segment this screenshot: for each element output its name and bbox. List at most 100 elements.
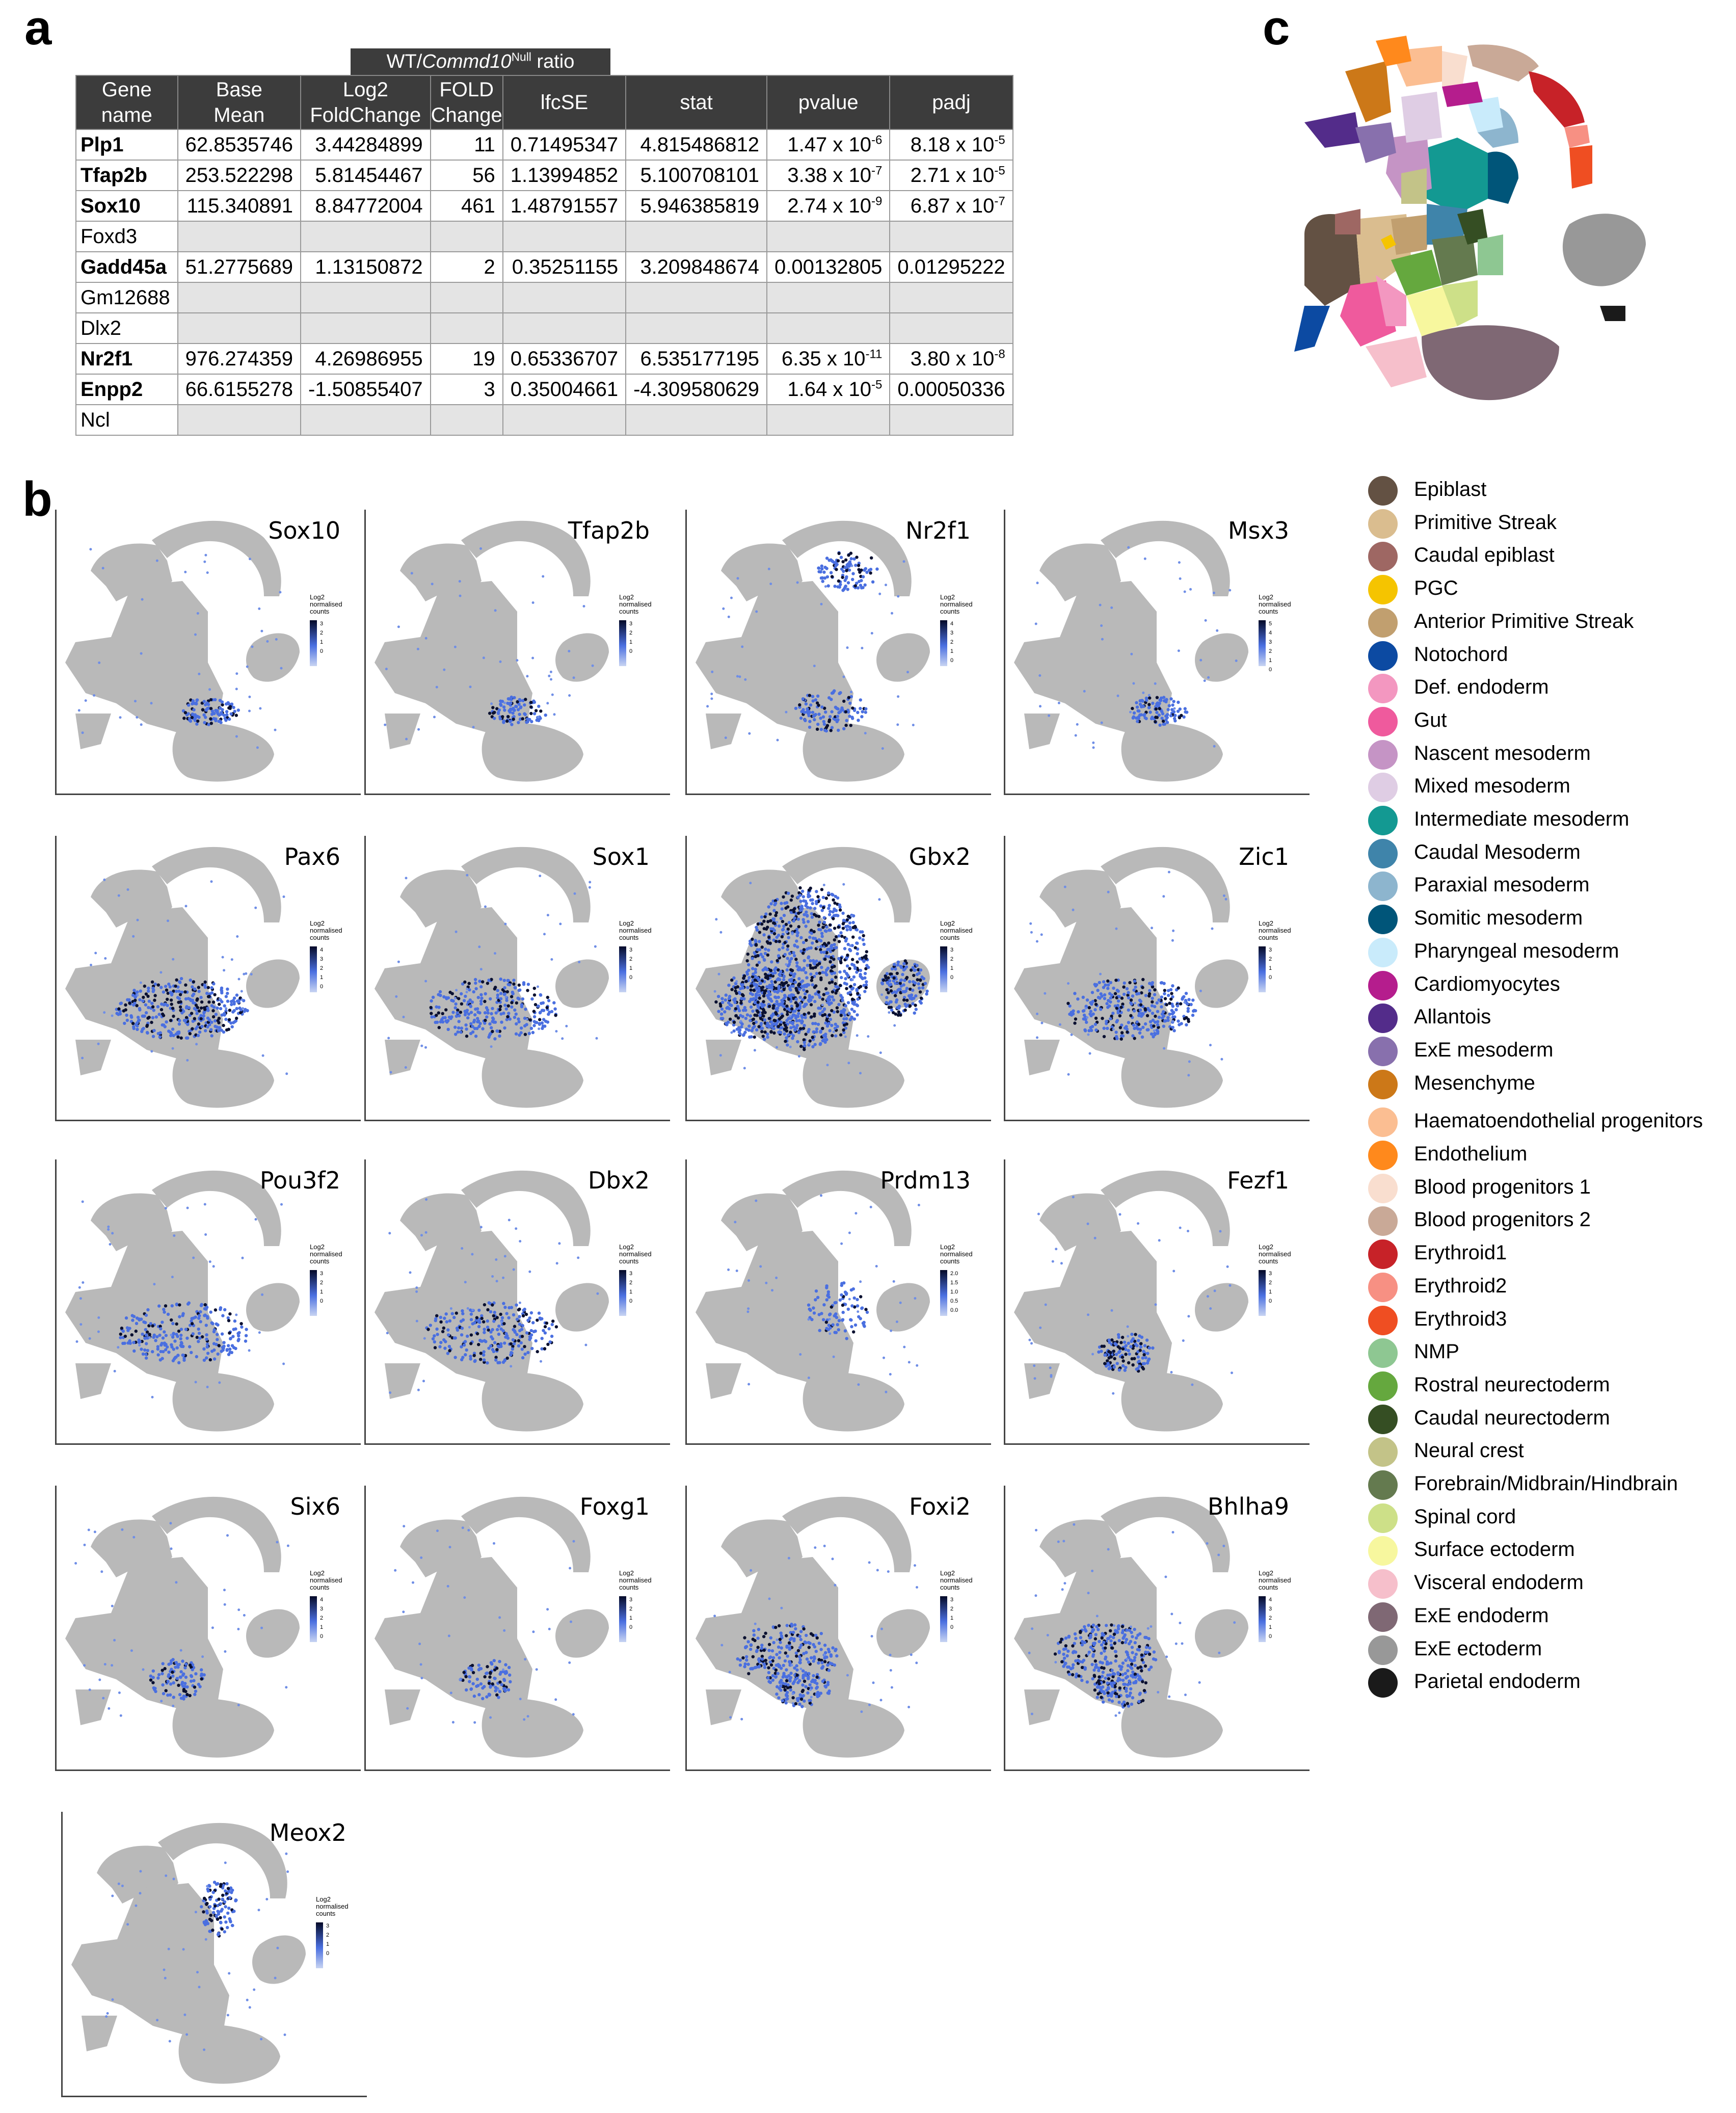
expression-dot [749, 1005, 753, 1009]
expression-dot [234, 1019, 238, 1023]
expression-dot [141, 1352, 145, 1356]
tick-label: 2 [320, 630, 324, 636]
expression-dot [1103, 1362, 1107, 1365]
expression-dot [172, 1696, 175, 1699]
expression-dot [769, 1655, 772, 1659]
scatter-dot [710, 693, 713, 695]
expression-dot [199, 1006, 203, 1010]
expression-dot [451, 999, 455, 1003]
expression-dot [162, 990, 166, 994]
umap-silhouette [696, 847, 930, 1108]
expression-dot [177, 1683, 180, 1687]
panel-label-c: c [1263, 1, 1290, 55]
expression-dot [532, 1010, 536, 1013]
expression-dot [923, 982, 927, 985]
cell-base-mean: 62.8535746 [177, 129, 302, 161]
expression-dot [778, 940, 782, 943]
expression-dot [856, 960, 859, 964]
expression-dot [119, 1336, 122, 1339]
expression-dot [200, 1303, 203, 1306]
table-row: Tfap2b 253.522298 5.81454467 56 1.13994852 5.… [75, 160, 1013, 191]
scatter-dot [459, 1678, 462, 1681]
expression-dot [554, 1325, 558, 1329]
expression-dot [500, 1683, 503, 1686]
expression-dot [203, 1303, 207, 1307]
expression-dot [781, 1699, 785, 1703]
expression-dot [523, 712, 526, 716]
expression-dot [202, 700, 206, 703]
expression-dot [785, 1624, 789, 1627]
expression-dot [148, 1333, 151, 1336]
expression-dot [1156, 1010, 1160, 1013]
expression-dot [758, 1014, 762, 1017]
expression-dot [494, 1358, 498, 1362]
expression-dot [892, 979, 895, 983]
expression-dot [736, 1657, 739, 1661]
expression-dot [501, 1670, 505, 1673]
scatter-dot [266, 640, 269, 643]
expression-dot [790, 1624, 794, 1628]
expression-dot [810, 979, 814, 982]
expression-dot [218, 1026, 221, 1029]
expression-dot [837, 1002, 841, 1007]
expression-dot [809, 703, 813, 707]
tick-label: 4 [1269, 630, 1272, 636]
expression-dot [119, 1332, 122, 1336]
umap-region [696, 581, 853, 734]
expression-dot [169, 998, 173, 1002]
expression-dot [197, 990, 201, 993]
cell-empty [889, 221, 1013, 252]
expression-dot [834, 1034, 838, 1038]
plot-axes [1004, 836, 1310, 1121]
expression-dot [207, 994, 211, 998]
expression-dot [450, 992, 454, 995]
expression-dot [151, 1035, 155, 1038]
expression-dot [845, 569, 848, 572]
expression-dot [499, 992, 503, 995]
cell-log2fc: 8.84772004 [300, 190, 431, 222]
expression-dot [190, 1319, 193, 1323]
expression-dot [795, 939, 798, 943]
tick-label: 0 [950, 657, 954, 664]
expression-dot [830, 1305, 833, 1309]
expression-dot [210, 991, 214, 995]
tick-label: 5 [1269, 621, 1272, 627]
scatter-dot [103, 1663, 106, 1666]
expression-dot [529, 701, 533, 704]
expression-dot [727, 1001, 731, 1005]
expression-dot [159, 1327, 163, 1331]
expression-dot [773, 899, 778, 903]
expression-dot [781, 1014, 784, 1018]
expression-dot [435, 1327, 439, 1331]
umap-silhouette [696, 520, 930, 782]
scatter-dot [447, 1634, 450, 1637]
expression-dot [529, 1311, 533, 1315]
expression-dot [142, 995, 145, 999]
expression-dot [472, 1694, 476, 1698]
expression-dot [436, 1333, 439, 1336]
scatter-dot [1051, 1260, 1054, 1263]
cell-fold: 19 [430, 343, 503, 375]
expression-dot [201, 708, 205, 712]
umap-region [65, 1231, 223, 1384]
legend-title: Log2 normalised counts [940, 593, 973, 615]
expression-dot [825, 925, 829, 929]
expression-dot [158, 1035, 162, 1039]
expression-dot [853, 1323, 858, 1327]
expression-dot [817, 938, 821, 942]
scatter-dot [840, 1242, 843, 1245]
expression-dot [183, 1682, 187, 1685]
expression-dot [488, 1693, 491, 1697]
expression-dot [532, 987, 536, 990]
expression-dot [522, 981, 526, 985]
expression-dot [519, 1026, 523, 1030]
expression-dot [189, 1674, 193, 1678]
expression-dot [510, 1351, 514, 1355]
expression-dot [848, 560, 852, 564]
expression-dot [1120, 1023, 1124, 1027]
expression-dot [841, 1310, 845, 1314]
color-scale-legend: Log2 normalised counts 4 3 2 1 0 [310, 920, 356, 992]
expression-dot [502, 720, 505, 723]
expression-dot [764, 927, 768, 931]
cell-empty [502, 282, 627, 313]
